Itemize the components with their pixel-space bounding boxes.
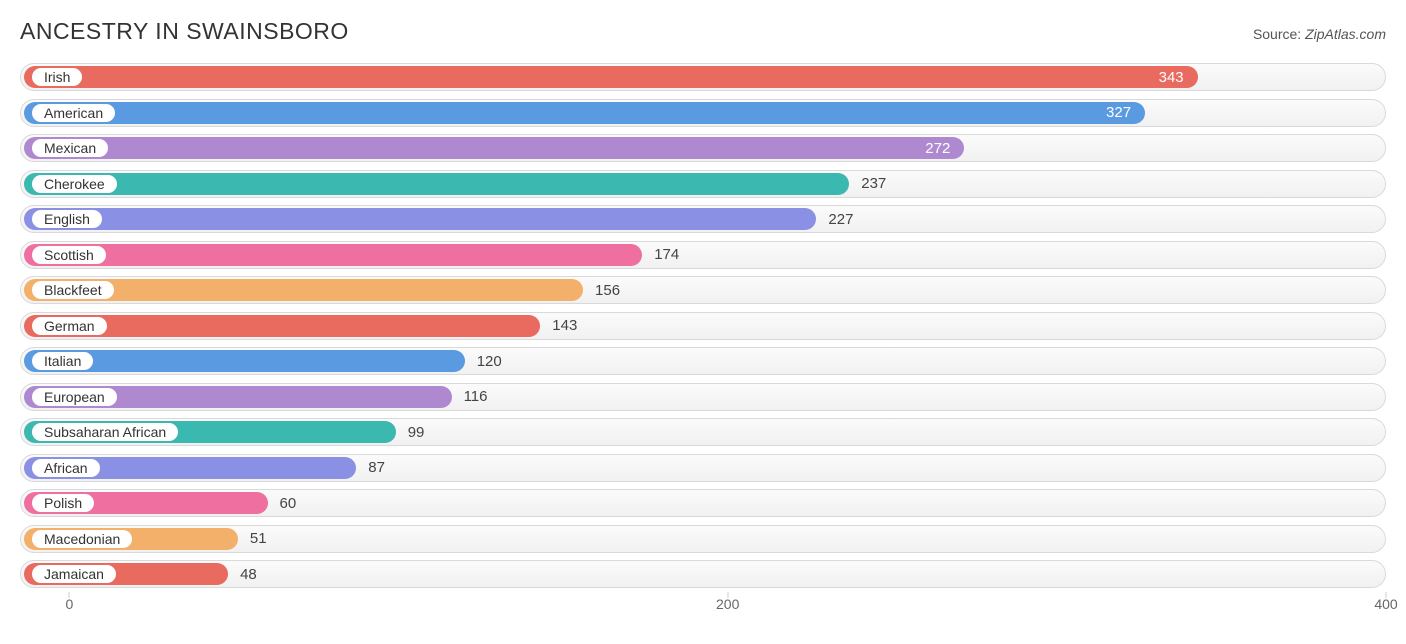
- bar-row: Blackfeet 156: [20, 276, 1386, 304]
- bar-row: Scottish 174: [20, 241, 1386, 269]
- chart-source: Source: ZipAtlas.com: [1253, 26, 1386, 42]
- value-label: 174: [654, 242, 679, 268]
- value-label: 99: [408, 419, 425, 445]
- category-pill: Cherokee: [31, 174, 118, 194]
- chart-title: ANCESTRY IN SWAINSBORO: [20, 18, 349, 45]
- category-pill: Mexican: [31, 138, 109, 158]
- bar: [24, 102, 1145, 124]
- bar: [24, 244, 642, 266]
- value-label: 87: [368, 455, 385, 481]
- bar-row: American 327: [20, 99, 1386, 127]
- bar-row: African 87: [20, 454, 1386, 482]
- tick-label: 400: [1374, 596, 1397, 612]
- value-label: 227: [828, 206, 853, 232]
- category-pill: Irish: [31, 67, 83, 87]
- bar: [24, 66, 1198, 88]
- category-pill: African: [31, 458, 101, 478]
- bar: [24, 208, 816, 230]
- value-label: 143: [552, 313, 577, 339]
- category-pill: Italian: [31, 351, 94, 371]
- category-pill: German: [31, 316, 108, 336]
- source-value: ZipAtlas.com: [1305, 26, 1386, 42]
- bar-row: Polish 60: [20, 489, 1386, 517]
- x-axis: 0200400: [20, 596, 1386, 620]
- bar-row: English 227: [20, 205, 1386, 233]
- value-label: 48: [240, 561, 257, 587]
- value-label: 272: [925, 135, 950, 161]
- bar-row: Irish 343: [20, 63, 1386, 91]
- value-label: 116: [464, 384, 488, 410]
- category-pill: Scottish: [31, 245, 107, 265]
- value-label: 120: [477, 348, 502, 374]
- value-label: 51: [250, 526, 267, 552]
- bar-row: Cherokee 237: [20, 170, 1386, 198]
- category-pill: English: [31, 209, 103, 229]
- chart-header: ANCESTRY IN SWAINSBORO Source: ZipAtlas.…: [20, 18, 1386, 45]
- bar-row: German 143: [20, 312, 1386, 340]
- bar-row: European 116: [20, 383, 1386, 411]
- bar-chart: Irish 343 American 327 Mexican 272 Cherokee 237…: [20, 63, 1386, 588]
- value-label: 343: [1159, 64, 1184, 90]
- value-label: 156: [595, 277, 620, 303]
- tick-label: 200: [716, 596, 739, 612]
- category-pill: American: [31, 103, 116, 123]
- category-pill: Subsaharan African: [31, 422, 179, 442]
- tick-label: 0: [65, 596, 73, 612]
- bar-row: Mexican 272: [20, 134, 1386, 162]
- source-label: Source:: [1253, 26, 1301, 42]
- category-pill: Jamaican: [31, 564, 117, 584]
- bar: [24, 137, 964, 159]
- value-label: 237: [861, 171, 886, 197]
- category-pill: Macedonian: [31, 529, 133, 549]
- category-pill: European: [31, 387, 118, 407]
- bar-row: Macedonian 51: [20, 525, 1386, 553]
- bar-row: Jamaican 48: [20, 560, 1386, 588]
- bar-row: Italian 120: [20, 347, 1386, 375]
- bar-row: Subsaharan African 99: [20, 418, 1386, 446]
- category-pill: Polish: [31, 493, 95, 513]
- value-label: 327: [1106, 100, 1131, 126]
- bar: [24, 173, 849, 195]
- category-pill: Blackfeet: [31, 280, 115, 300]
- value-label: 60: [280, 490, 297, 516]
